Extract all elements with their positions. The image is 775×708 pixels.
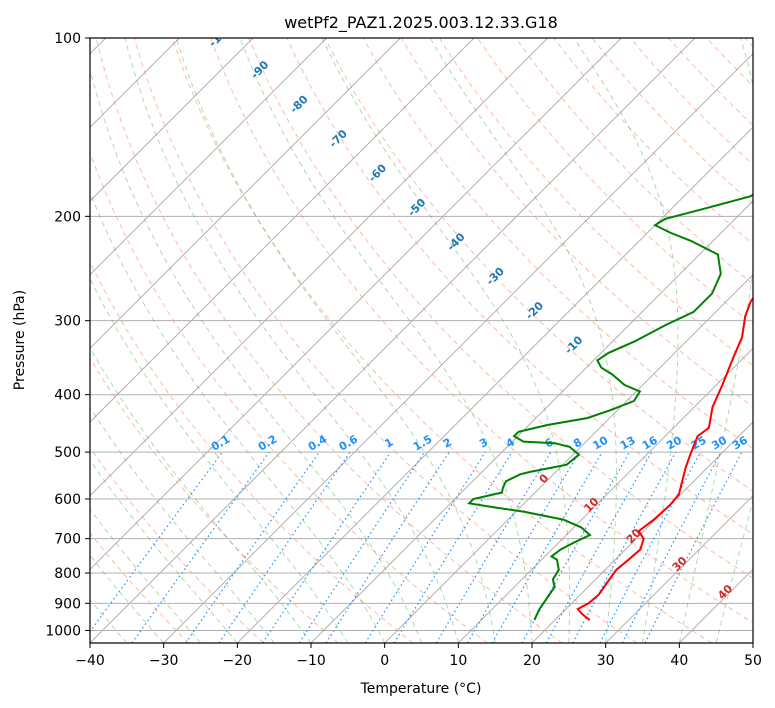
dry-adiabat-line bbox=[515, 38, 753, 285]
isotherm-line bbox=[90, 38, 254, 202]
mixing-ratio-line bbox=[131, 451, 270, 643]
isotherm-line bbox=[605, 494, 753, 643]
y-tick-label: 100 bbox=[54, 31, 81, 47]
moist-adiabat-line bbox=[90, 508, 201, 643]
x-tick-label: −40 bbox=[75, 653, 105, 669]
mixing-ratio-line bbox=[435, 451, 552, 643]
dry-adiabat-line bbox=[400, 38, 753, 408]
moist-adiabat-line bbox=[90, 347, 312, 643]
dewpoint-profile-line bbox=[467, 193, 753, 621]
x-tick-label: −20 bbox=[223, 653, 253, 669]
moist-adiabat-line bbox=[175, 38, 496, 643]
y-tick-label: 200 bbox=[54, 209, 81, 225]
mixing-ratio-line bbox=[393, 451, 513, 643]
dry-adiabat-line bbox=[210, 38, 753, 624]
isotherm-line bbox=[90, 38, 401, 350]
mixing-ratio-line bbox=[90, 451, 223, 633]
y-axis-label: Pressure (hPa) bbox=[12, 290, 28, 390]
mixing-ratio-line bbox=[364, 451, 486, 643]
background-lines bbox=[90, 38, 753, 643]
isotherm-line bbox=[384, 273, 753, 643]
x-tick-label: −10 bbox=[296, 653, 326, 669]
moist-adiabat-line bbox=[90, 459, 238, 643]
dry-adiabat-line bbox=[90, 151, 488, 643]
dry-adiabat-line bbox=[248, 38, 753, 579]
dry-adiabat-line bbox=[438, 38, 753, 367]
moist-adiabat-line bbox=[90, 67, 422, 643]
x-tick-label: 40 bbox=[670, 653, 688, 669]
isotherm-line bbox=[531, 421, 753, 643]
x-tick-label: 50 bbox=[744, 653, 762, 669]
mixing-ratio-line bbox=[521, 451, 631, 643]
mixing-ratio-line bbox=[545, 451, 653, 643]
moist-adiabat-line bbox=[90, 406, 275, 643]
y-tick-label: 900 bbox=[54, 596, 81, 612]
isotherm-line bbox=[90, 38, 549, 497]
isotherm-line bbox=[90, 38, 475, 423]
mixing-ratio-line bbox=[325, 451, 450, 643]
y-tick-label: 800 bbox=[54, 566, 81, 582]
mixing-ratio-line bbox=[572, 451, 677, 643]
y-tick-label: 500 bbox=[54, 445, 81, 461]
moist-adiabat-line bbox=[90, 277, 349, 643]
plot-frame bbox=[89, 37, 754, 644]
dry-adiabat-line bbox=[90, 532, 190, 643]
x-tick-label: 30 bbox=[597, 653, 615, 669]
plot-area bbox=[90, 38, 753, 643]
dry-adiabat-line bbox=[133, 38, 638, 643]
moist-adiabat-line bbox=[239, 38, 533, 643]
isotherm-line bbox=[457, 347, 753, 643]
x-tick-label: 0 bbox=[380, 653, 389, 669]
isotherm-line bbox=[90, 38, 696, 643]
dry-adiabat-line bbox=[286, 38, 753, 535]
isotherm-line bbox=[236, 126, 753, 643]
dry-adiabat-line bbox=[171, 38, 712, 643]
profile-lines bbox=[467, 193, 753, 621]
moist-adiabat-line bbox=[90, 598, 128, 643]
temperature-profile-line bbox=[576, 296, 753, 621]
moist-adiabat-line bbox=[321, 38, 571, 643]
x-tick-label: −30 bbox=[149, 653, 179, 669]
moist-adiabat-line bbox=[573, 38, 679, 643]
isotherm-line bbox=[90, 38, 622, 571]
y-tick-label: 700 bbox=[54, 532, 81, 548]
mixing-ratio-line bbox=[491, 451, 603, 643]
dry-adiabat-line bbox=[90, 446, 264, 643]
y-tick-label: 400 bbox=[54, 388, 81, 404]
x-tick-label: 20 bbox=[523, 653, 541, 669]
moist-adiabat-line bbox=[429, 38, 617, 643]
dry-adiabat-label: -100 bbox=[206, 21, 235, 50]
mixing-ratio-line bbox=[298, 451, 425, 643]
dry-adiabat-line bbox=[90, 260, 414, 643]
mixing-ratio-line bbox=[644, 451, 743, 643]
x-tick-label: 10 bbox=[449, 653, 467, 669]
y-tick-label: 300 bbox=[54, 314, 81, 330]
axes: −40 −30 −20 −10 0 10 20 30 40 50 100 200 300 400 500 60… bbox=[45, 31, 762, 669]
y-tick-label: 600 bbox=[54, 492, 81, 508]
isotherm-line bbox=[163, 52, 753, 643]
y-tick-label: 1000 bbox=[45, 623, 81, 639]
moist-adiabat-line bbox=[124, 38, 459, 643]
mixing-ratio-line bbox=[466, 451, 580, 643]
dry-adiabat-line bbox=[95, 38, 563, 643]
x-axis-label: Temperature (°C) bbox=[360, 681, 482, 697]
chart-title: wetPf2_PAZ1.2025.003.12.33.G18 bbox=[284, 13, 558, 33]
mixing-ratio-line bbox=[621, 451, 722, 643]
moist-adiabat-line bbox=[90, 554, 165, 643]
isotherm-line bbox=[90, 38, 328, 276]
moist-adiabat-line bbox=[90, 190, 386, 643]
